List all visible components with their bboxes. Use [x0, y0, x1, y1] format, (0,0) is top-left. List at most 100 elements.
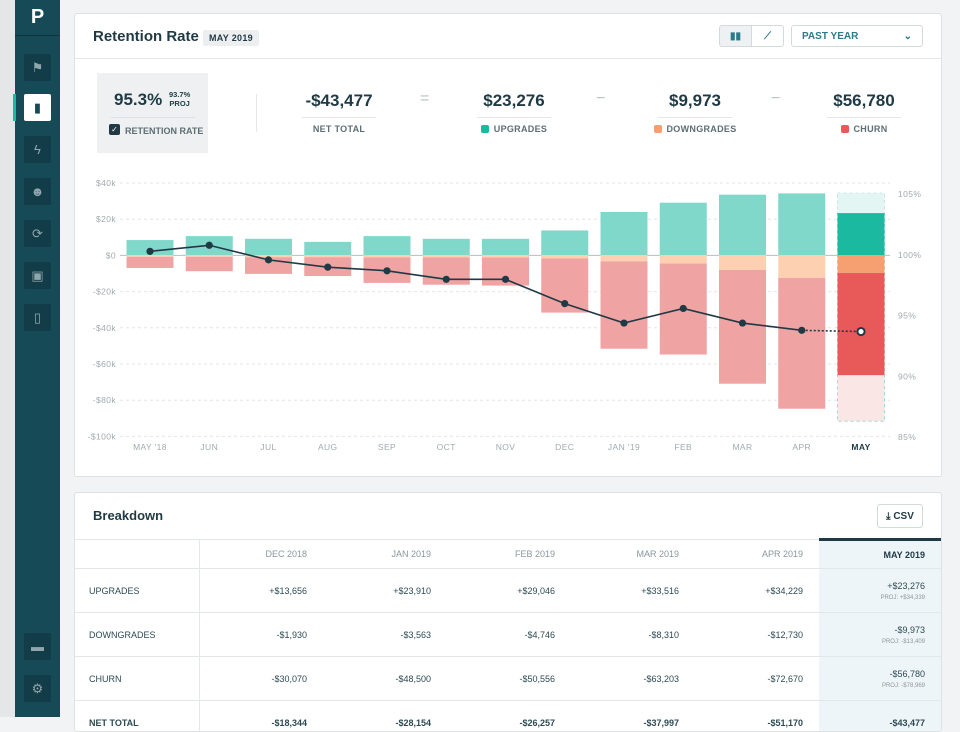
- csv-button[interactable]: ⤓ CSV: [877, 504, 923, 528]
- upgrades-bar: [482, 239, 529, 255]
- cell-value: -$4,746: [524, 630, 555, 640]
- x-tick-label: MAY '18: [133, 442, 167, 452]
- y-tick-label: $40k: [96, 178, 116, 188]
- y-tick-label: $0: [106, 250, 116, 260]
- retention-point: [146, 248, 153, 255]
- retention-point: [620, 319, 627, 326]
- churn-bar: [778, 278, 825, 409]
- upgrades-bar: [245, 239, 292, 255]
- cell-value: -$1,930: [276, 630, 307, 640]
- cell-value: -$72,670: [767, 674, 803, 684]
- cell-value: -$30,070: [271, 674, 307, 684]
- y2-tick-label: 85%: [898, 432, 916, 442]
- x-tick-label: MAY: [851, 442, 870, 452]
- table-cell: -$50,556: [447, 657, 571, 701]
- upgrades-bar: [601, 212, 648, 255]
- chat-icon[interactable]: ▬: [24, 633, 51, 660]
- table-cell: -$48,500: [323, 657, 447, 701]
- cell-value: -$8,310: [648, 630, 679, 640]
- table-cell: +$23,910: [323, 569, 447, 613]
- retention-chart: $40k $20k $0 -$20k -$40k -$60k -$80k -$100k 105%…: [0, 0, 960, 480]
- upgrades-bar: [660, 203, 707, 255]
- column-header: MAR 2019: [571, 540, 695, 569]
- retention-point: [739, 319, 746, 326]
- breakdown-table: DEC 2018 JAN 2019 FEB 2019 MAR 2019 APR …: [75, 538, 941, 732]
- x-tick-label: OCT: [437, 442, 456, 452]
- y-tick-label: -$100k: [88, 431, 117, 441]
- downgrades-bar: [601, 255, 648, 261]
- y-tick-label: -$20k: [93, 287, 117, 297]
- table-cell: -$51,170: [695, 701, 819, 732]
- cell-value: +$23,276: [887, 581, 925, 591]
- downgrades-bar: [541, 255, 588, 258]
- cell-value: -$12,730: [767, 630, 803, 640]
- downgrades-bar: [482, 255, 529, 258]
- gear-icon[interactable]: ⚙: [24, 675, 51, 702]
- csv-label: CSV: [893, 511, 914, 522]
- y-tick-label: -$40k: [93, 323, 117, 333]
- row-label: NET TOTAL: [75, 701, 199, 732]
- downgrades-bar: [423, 255, 470, 257]
- row-label: UPGRADES: [75, 569, 199, 613]
- y2-tick-label: 90%: [898, 371, 916, 381]
- breakdown-title: Breakdown: [93, 508, 163, 523]
- downgrades-bar: [778, 255, 825, 278]
- cell-value: -$37,997: [643, 718, 679, 728]
- upgrades-bar: [541, 230, 588, 255]
- downgrades-bar: [364, 255, 411, 257]
- retention-point: [324, 264, 331, 271]
- downgrades-bar: [838, 255, 885, 273]
- y2-tick-label: 100%: [898, 250, 921, 260]
- table-row: DOWNGRADES -$1,930 -$3,563 -$4,746 -$8,310 -$…: [75, 613, 941, 657]
- downgrades-bar: [127, 255, 174, 257]
- cell-value: -$26,257: [519, 718, 555, 728]
- churn-bar: [127, 257, 174, 268]
- downgrades-bar: [719, 255, 766, 270]
- cell-value: +$23,910: [393, 586, 431, 596]
- y2-tick-label: 105%: [898, 189, 921, 199]
- table-cell: -$37,997: [571, 701, 695, 732]
- table-header-row: DEC 2018 JAN 2019 FEB 2019 MAR 2019 APR …: [75, 540, 941, 569]
- column-header: JAN 2019: [323, 540, 447, 569]
- upgrades-bar: [778, 193, 825, 255]
- table-cell: -$1,930: [199, 613, 323, 657]
- x-tick-label: FEB: [674, 442, 692, 452]
- table-cell: -$12,730: [695, 613, 819, 657]
- table-cell: -$8,310: [571, 613, 695, 657]
- x-tick-label: NOV: [496, 442, 516, 452]
- cell-value: -$28,154: [395, 718, 431, 728]
- cell-value: -$3,563: [400, 630, 431, 640]
- cell-value: -$48,500: [395, 674, 431, 684]
- table-cell: +$13,656: [199, 569, 323, 613]
- upgrades-bar: [838, 213, 885, 255]
- downgrades-bar: [660, 255, 707, 264]
- download-icon: ⤓: [886, 511, 893, 522]
- cell-value: +$29,046: [517, 586, 555, 596]
- table-cell: -$4,746: [447, 613, 571, 657]
- y-tick-label: -$80k: [93, 395, 117, 405]
- cell-projection: PROJ: +$34,339: [819, 595, 925, 601]
- retention-point: [680, 305, 687, 312]
- table-cell: -$3,563: [323, 613, 447, 657]
- y-tick-label: $20k: [96, 214, 116, 224]
- column-header-current: MAY 2019: [819, 540, 941, 569]
- cell-value: -$56,780: [889, 669, 925, 679]
- cell-value: -$51,170: [767, 718, 803, 728]
- row-label: DOWNGRADES: [75, 613, 199, 657]
- retention-point: [561, 300, 568, 307]
- upgrades-bar: [423, 239, 470, 255]
- breakdown-card: Breakdown ⤓ CSV DEC 2018 JAN 2019 FEB 20…: [74, 492, 942, 732]
- y2-tick-label: 95%: [898, 311, 916, 321]
- cell-value: -$50,556: [519, 674, 555, 684]
- churn-bar: [838, 273, 885, 375]
- table-cell: -$30,070: [199, 657, 323, 701]
- churn-bar: [719, 270, 766, 384]
- table-cell: -$63,203: [571, 657, 695, 701]
- y-tick-label: -$60k: [93, 359, 117, 369]
- x-tick-label: JUN: [200, 442, 218, 452]
- cell-value: -$9,973: [894, 625, 925, 635]
- retention-point: [798, 327, 805, 334]
- cell-value: +$33,516: [641, 586, 679, 596]
